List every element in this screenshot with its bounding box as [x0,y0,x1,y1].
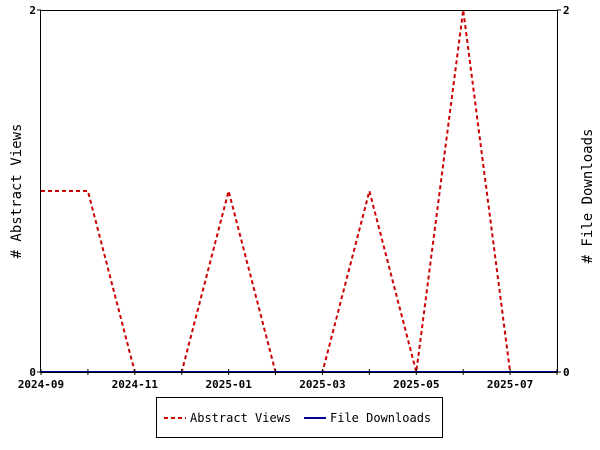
plot-area-frame [40,10,558,373]
label-layer: 2024-09 2024-11 2025-01 2025-03 2025-05 2025-… [18,4,570,391]
x-tick-label: 2024-11 [112,378,159,391]
series-layer [41,9,557,373]
y2-tick-label: 0 [563,366,570,379]
series-line-abstract-views [41,9,557,373]
y2-tick-label: 2 [563,4,570,17]
tick-layer [37,9,561,375]
x-tick-label: 2024-09 [18,378,64,391]
legend-label-file-downloads: File Downloads [330,411,431,425]
x-tick-label: 2025-05 [393,378,439,391]
y-tick-label: 0 [29,366,36,379]
x-tick-label: 2025-07 [487,378,533,391]
y-tick-label: 2 [29,4,36,17]
legend-label-abstract-views: Abstract Views [190,411,291,425]
legend-frame [156,397,443,438]
y2-axis-title: # File Downloads [580,129,596,264]
y-axis-title: # Abstract Views [9,124,25,259]
legend: Abstract Views File Downloads [156,397,443,438]
x-tick-label: 2025-01 [205,378,252,391]
x-tick-label: 2025-03 [299,378,345,391]
